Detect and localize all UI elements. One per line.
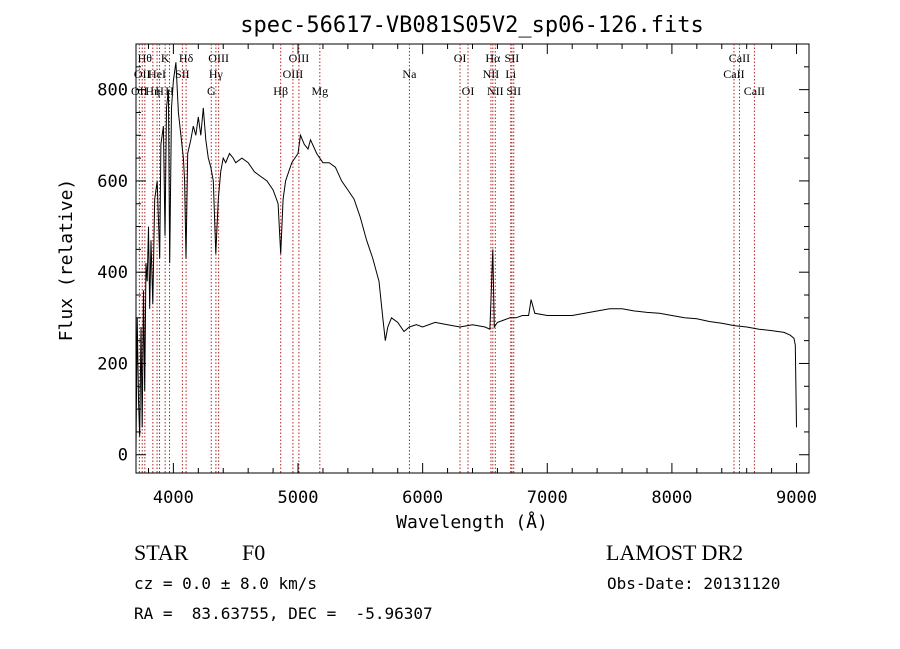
line-label: OI xyxy=(462,84,475,98)
line-label: Hδ xyxy=(179,51,194,65)
line-label: NII xyxy=(483,67,500,81)
redshift-velocity: cz = 0.0 ± 8.0 km/s xyxy=(134,574,318,593)
line-label: Li xyxy=(505,67,516,81)
line-label: OII xyxy=(134,67,151,81)
line-label: SII xyxy=(505,51,520,65)
y-axis-label: Flux (relative) xyxy=(56,179,77,342)
x-tick-label: 8000 xyxy=(651,488,692,508)
line-label: Hθ xyxy=(138,51,153,65)
line-label: OIII xyxy=(283,67,304,81)
chart-title: spec-56617-VB081S05V2_sp06-126.fits xyxy=(240,13,704,38)
y-tick-label: 0 xyxy=(118,446,128,466)
x-tick-label: 5000 xyxy=(278,488,319,508)
y-tick-label: 200 xyxy=(97,354,128,374)
y-tick-label: 800 xyxy=(97,81,128,101)
line-label: Hα xyxy=(485,51,501,65)
line-label: SII xyxy=(175,67,190,81)
line-label: CaII xyxy=(729,51,750,65)
line-label: OIII xyxy=(208,51,229,65)
x-tick-label: 6000 xyxy=(402,488,443,508)
line-label: K xyxy=(161,51,170,65)
survey-name: LAMOST DR2 xyxy=(606,540,744,565)
spectral-line-labels: OIIOIIHθHηHeIHKHSIIHδGHγOIIIHβOIIIOIIIMg… xyxy=(131,51,765,98)
spectral-subclass: F0 xyxy=(242,540,266,565)
line-label: OII xyxy=(131,84,148,98)
line-label: Hβ xyxy=(273,84,288,98)
line-label: G xyxy=(207,84,216,98)
line-label: CaII xyxy=(744,84,765,98)
line-label: NII xyxy=(487,84,504,98)
line-label: Hγ xyxy=(209,67,224,81)
y-tick-label: 400 xyxy=(97,263,128,283)
line-label: OI xyxy=(454,51,467,65)
line-label: SII xyxy=(506,84,521,98)
line-label: OIII xyxy=(289,51,310,65)
x-tick-label: 7000 xyxy=(527,488,568,508)
line-label: Na xyxy=(402,67,417,81)
y-tick-label: 600 xyxy=(97,172,128,192)
line-label: H xyxy=(165,84,174,98)
spectrum-line xyxy=(135,62,797,451)
x-tick-label: 4000 xyxy=(153,488,194,508)
spectral-line-markers xyxy=(138,44,755,473)
line-label: H xyxy=(155,84,164,98)
x-tick-label: 9000 xyxy=(776,488,817,508)
sky-coordinates: RA = 83.63755, DEC = -5.96307 xyxy=(134,604,433,623)
line-label: HeI xyxy=(148,67,166,81)
observation-date: Obs-Date: 20131120 xyxy=(607,574,781,593)
axis-ticks: 4000 5000 6000 7000 8000 9000 0 200 400 600 800 xyxy=(97,44,817,508)
plot-frame xyxy=(135,43,810,474)
x-axis-label: Wavelength (Å) xyxy=(396,511,548,533)
line-label: CaII xyxy=(723,67,744,81)
line-label: Mg xyxy=(311,84,328,98)
line-label: Hη xyxy=(145,84,160,98)
object-type: STAR xyxy=(134,540,189,565)
